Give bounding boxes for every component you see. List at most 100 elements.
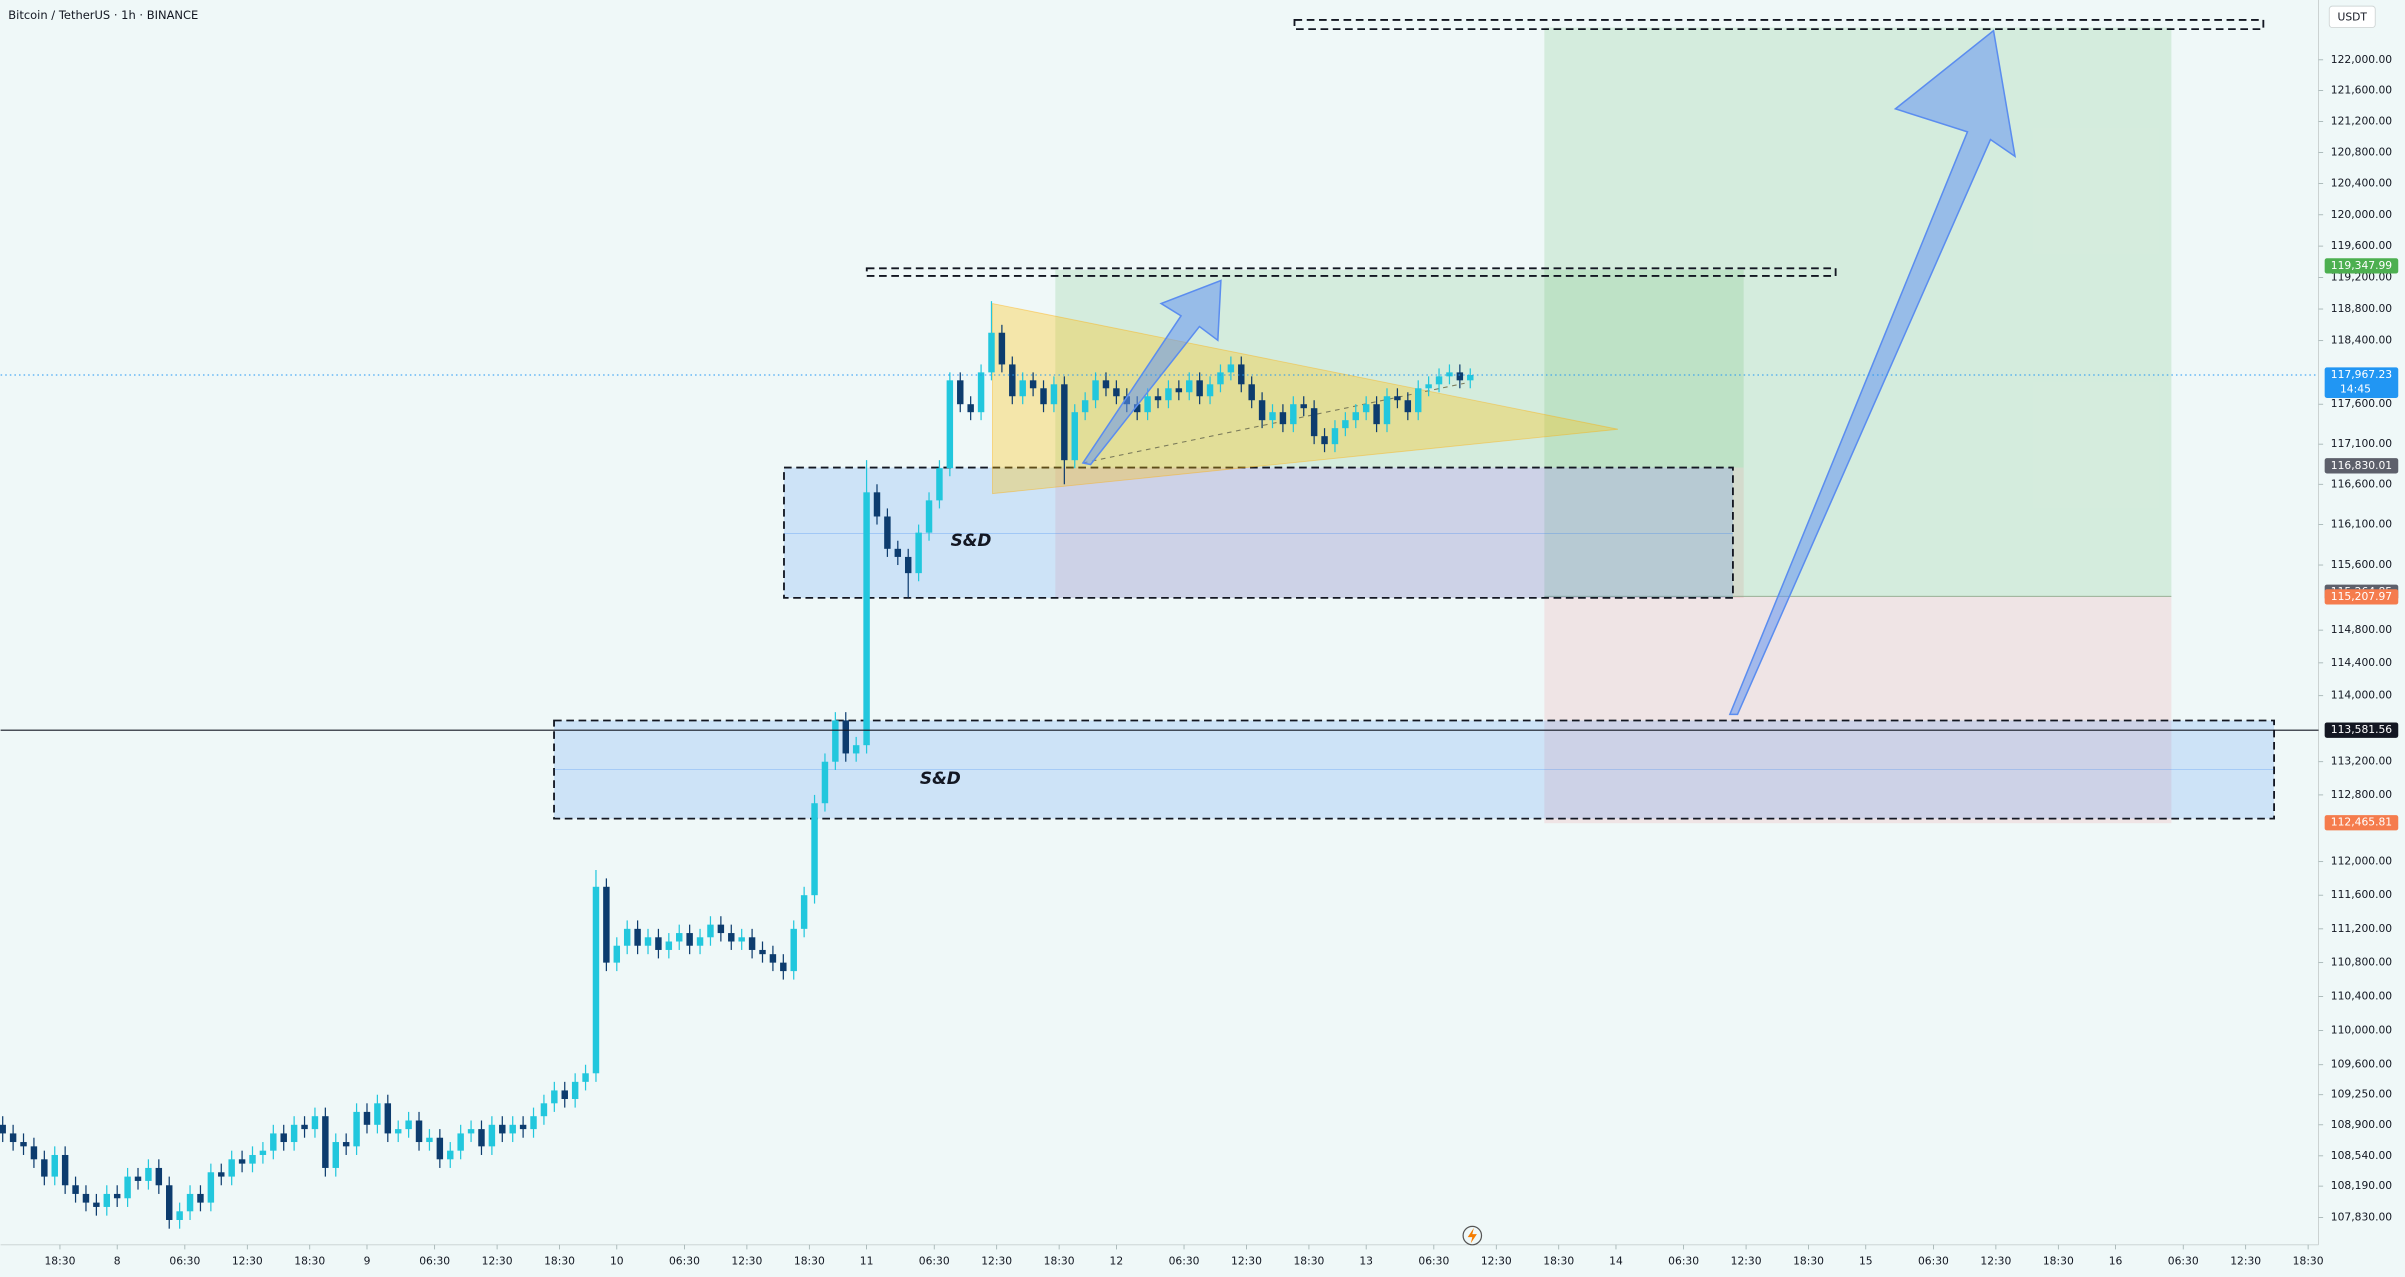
y-tick-label: 119,200.00: [2331, 271, 2393, 284]
x-tick-label: 06:30: [669, 1255, 700, 1268]
axis-unit: USDT: [2338, 11, 2368, 24]
x-tick-label: 06:30: [1918, 1255, 1949, 1268]
x-tick-label: 12:30: [981, 1255, 1012, 1268]
candle-body: [1279, 412, 1287, 425]
candle-body: [93, 1202, 100, 1207]
candle-body: [1227, 364, 1235, 373]
zone-label: S&D: [951, 530, 992, 550]
candle-body: [1009, 364, 1016, 397]
candle-body: [540, 1103, 548, 1117]
candle-body: [457, 1133, 464, 1151]
y-tick-label: 120,000.00: [2331, 208, 2393, 221]
candles: [0, 301, 1474, 1229]
candle-body: [707, 924, 714, 938]
candle-body: [20, 1142, 27, 1147]
candle-body: [759, 949, 766, 955]
x-tick-label: 16: [2109, 1255, 2123, 1268]
candle-body: [1092, 380, 1099, 401]
candle-body: [301, 1124, 308, 1130]
candle-body: [655, 937, 662, 950]
candle-body: [977, 372, 985, 413]
candle-body: [207, 1172, 215, 1203]
candle-body: [322, 1116, 329, 1168]
x-tick-label: 06:30: [919, 1255, 950, 1268]
candle-body: [1290, 404, 1297, 425]
candle-body: [1238, 364, 1245, 385]
candle-body: [1061, 384, 1068, 461]
triangle-pattern: [992, 302, 1619, 495]
candle-body: [113, 1193, 121, 1199]
x-tick-label: 18:30: [1793, 1255, 1824, 1268]
candle-body: [1394, 396, 1401, 401]
x-tick-label: 18:30: [294, 1255, 325, 1268]
candle-body: [1196, 380, 1203, 397]
icon[interactable]: [1462, 1225, 1483, 1246]
price-badge-label: 113,581.56: [2331, 723, 2393, 736]
candle-body: [103, 1193, 111, 1207]
x-tick-label: 06:30: [169, 1255, 200, 1268]
y-tick-label: 117,600.00: [2331, 397, 2393, 410]
target-zone: [1544, 27, 2172, 597]
candle-body: [769, 954, 777, 963]
candle-body: [426, 1137, 433, 1143]
price-badge-label: 115,207.97: [2331, 590, 2392, 603]
candle-body: [311, 1116, 319, 1130]
candle-body: [800, 895, 808, 929]
candle-body: [873, 492, 881, 517]
candle-body: [259, 1150, 267, 1155]
candle-body: [519, 1124, 527, 1130]
candle-body: [957, 380, 964, 405]
sd-zone: [783, 466, 1734, 599]
sd-zone: [553, 719, 2275, 820]
x-tick-label: 12:30: [731, 1255, 762, 1268]
candle-body: [1154, 396, 1162, 401]
candle-body: [509, 1124, 516, 1134]
x-tick-label: 13: [1359, 1255, 1373, 1268]
candle-body: [238, 1159, 246, 1164]
candle-body: [592, 886, 600, 1074]
candle-body: [1362, 404, 1370, 413]
candle-body: [936, 468, 943, 501]
candle-body: [478, 1129, 485, 1147]
candle-body: [1081, 400, 1089, 413]
y-tick-label: 116,100.00: [2331, 518, 2393, 531]
target-box: [1293, 19, 2265, 31]
x-tick-label: 12:30: [1231, 1255, 1262, 1268]
price-countdown: 14:45: [2340, 383, 2371, 396]
candle-body: [186, 1193, 194, 1212]
x-tick-label: 06:30: [1169, 1255, 1200, 1268]
candle-body: [1113, 388, 1120, 397]
candle-body: [603, 886, 610, 963]
price-axis: [2318, 0, 2405, 1277]
candle-body: [1342, 420, 1349, 429]
candle-body: [1029, 380, 1037, 389]
candle-body: [166, 1185, 173, 1220]
y-tick-label: 110,400.00: [2331, 990, 2393, 1003]
candle-body: [374, 1103, 381, 1125]
candle-body: [1310, 408, 1318, 437]
price-badge-label: 112,465.81: [2331, 816, 2392, 829]
candle-body: [447, 1150, 454, 1160]
x-tick-label: 12:30: [2230, 1255, 2261, 1268]
x-tick-label: 9: [364, 1255, 371, 1268]
x-tick-label: 18:30: [44, 1255, 75, 1268]
candle-body: [353, 1111, 360, 1147]
candle-body: [197, 1193, 204, 1203]
candle-body: [249, 1154, 256, 1164]
candle-body: [571, 1081, 579, 1100]
trend-line: [1082, 382, 1465, 464]
price-badge: [2324, 815, 2399, 831]
y-tick-label: 122,000.00: [2331, 53, 2393, 66]
candle-body: [738, 937, 745, 942]
y-tick-label: 110,800.00: [2331, 956, 2393, 969]
candle-body: [904, 556, 912, 574]
y-tick-label: 108,900.00: [2331, 1118, 2393, 1131]
candle-body: [561, 1090, 568, 1100]
price-badge: [2324, 458, 2399, 474]
candle-body: [290, 1124, 298, 1143]
y-tick-label: 121,200.00: [2331, 115, 2393, 128]
price-badge-label: 119,347.99: [2331, 259, 2393, 272]
price-badge: [2324, 367, 2399, 398]
